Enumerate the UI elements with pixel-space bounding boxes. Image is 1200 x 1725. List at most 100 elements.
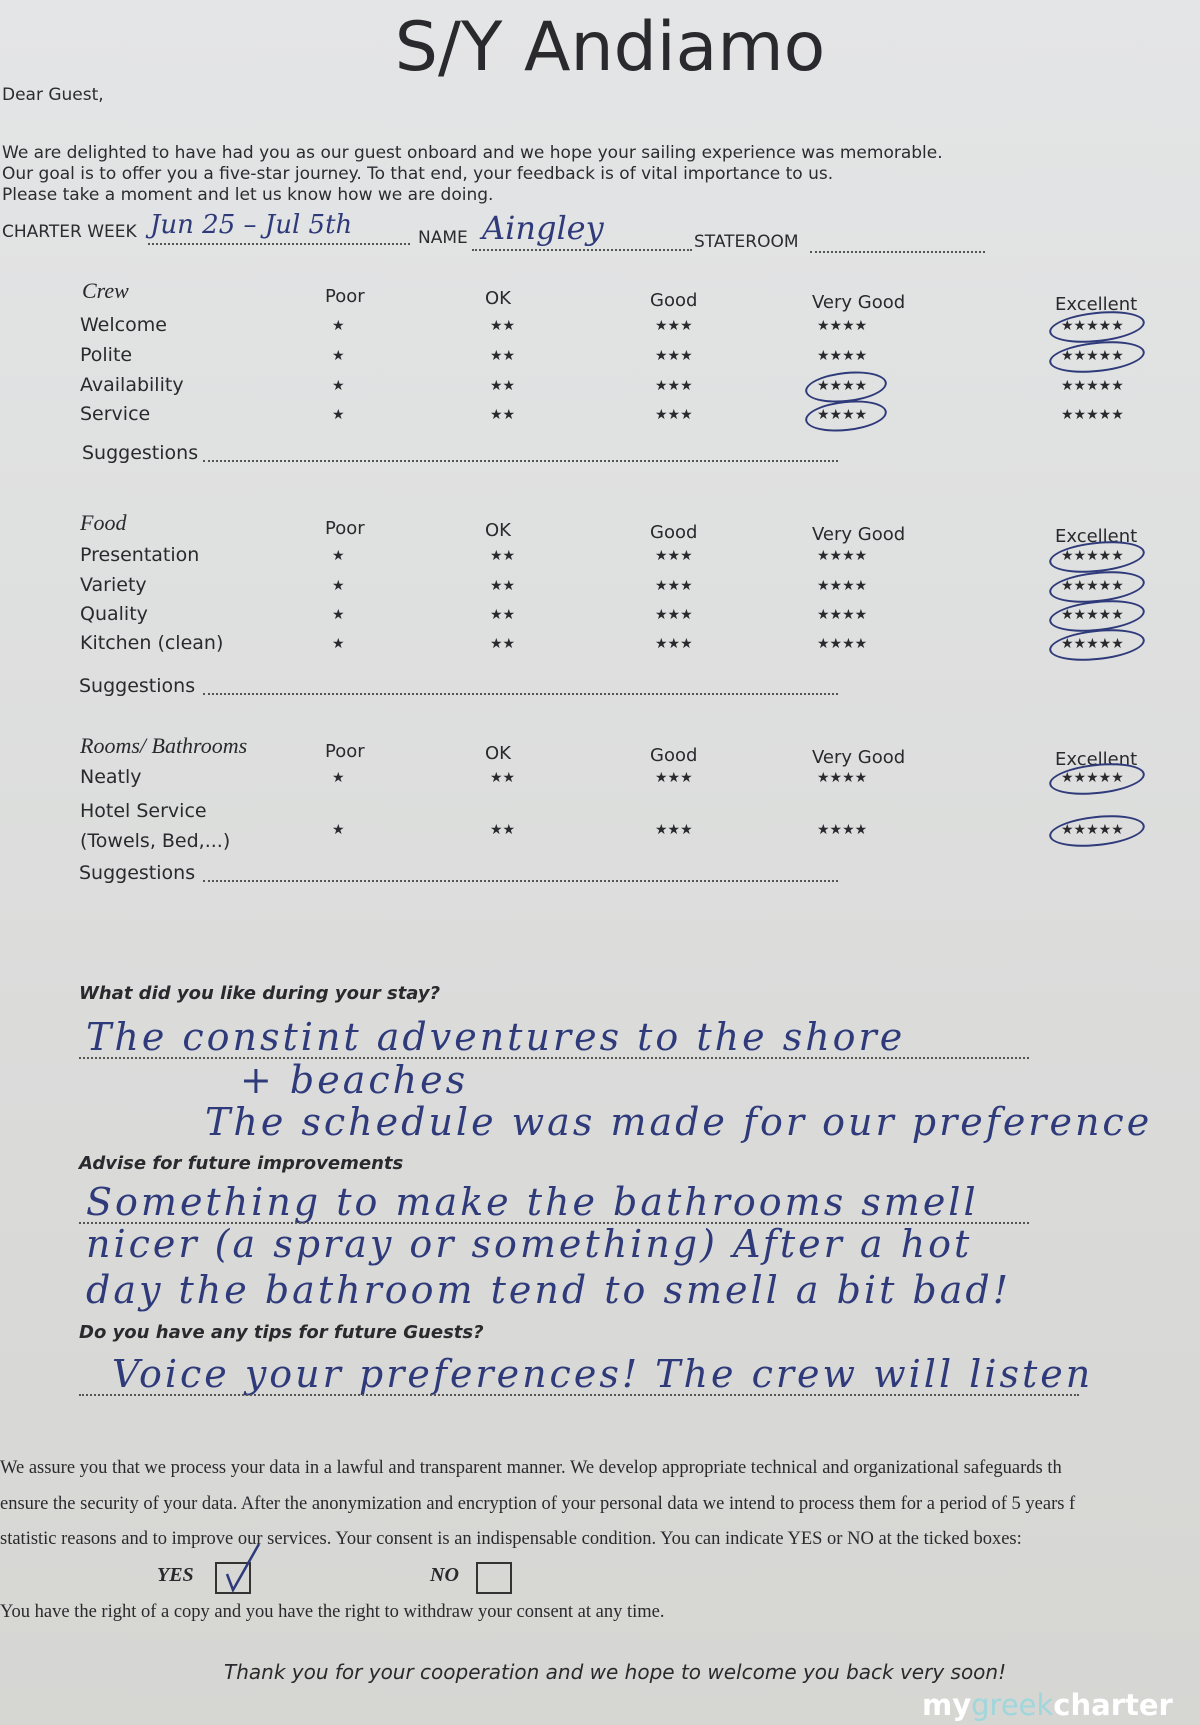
rating-option[interactable]: ★★★ — [655, 318, 693, 334]
rating-option[interactable]: ★★★★★ — [1061, 636, 1124, 652]
column-header-poor: Poor — [325, 518, 365, 539]
rating-option[interactable]: ★★ — [490, 548, 516, 564]
rating-row-label: Variety — [80, 574, 147, 596]
watermark-logo: mygreekcharter — [922, 1688, 1173, 1722]
handwritten-answer[interactable]: Voice your preferences! The crew will li… — [112, 1352, 1094, 1396]
rating-option[interactable]: ★ — [332, 407, 345, 423]
rating-option[interactable]: ★★★★ — [817, 407, 868, 423]
rating-option[interactable]: ★★★★★ — [1061, 407, 1124, 423]
rating-option[interactable]: ★★★★★ — [1061, 348, 1124, 364]
charter-week-label: CHARTER WEEK — [2, 222, 137, 242]
rating-option[interactable]: ★★★ — [655, 636, 693, 652]
rating-option[interactable]: ★★ — [490, 348, 516, 364]
suggestions-field[interactable] — [203, 460, 838, 462]
rating-option[interactable]: ★★★★ — [817, 607, 868, 623]
suggestions-field[interactable] — [203, 880, 838, 882]
rating-option[interactable]: ★★★★★ — [1061, 578, 1124, 594]
rating-option[interactable]: ★★★ — [655, 407, 693, 423]
rating-option[interactable]: ★★ — [490, 407, 516, 423]
rating-option[interactable]: ★★★ — [655, 578, 693, 594]
rating-option[interactable]: ★★★ — [655, 348, 693, 364]
rating-row-label: Hotel Service (Towels, Bed,...) — [80, 800, 231, 852]
rating-option[interactable]: ★★★ — [655, 822, 693, 838]
name-field[interactable]: Aingley — [482, 209, 604, 247]
handwritten-answer[interactable]: nicer (a spray or something) After a hot — [86, 1222, 973, 1266]
handwritten-answer[interactable]: Something to make the bathrooms smell — [86, 1180, 979, 1224]
column-header-very-good: Very Good — [812, 747, 906, 768]
column-header-very-good: Very Good — [812, 292, 906, 313]
handwritten-answer[interactable]: The constint adventures to the shore — [86, 1015, 906, 1059]
suggestions-field[interactable] — [203, 693, 838, 695]
rating-option[interactable]: ★ — [332, 378, 345, 394]
intro-line: Our goal is to offer you a five-star jou… — [2, 164, 834, 184]
page-title: S/Y Andiamo — [394, 8, 826, 87]
rating-option[interactable]: ★★ — [490, 607, 516, 623]
rating-row-label: Polite — [80, 344, 133, 366]
rating-option[interactable]: ★★★★★ — [1061, 548, 1124, 564]
suggestions-label: Suggestions — [82, 442, 199, 464]
rating-option[interactable]: ★★★★ — [817, 636, 868, 652]
column-header-very-good: Very Good — [812, 524, 906, 545]
rating-option[interactable]: ★★★★ — [817, 548, 868, 564]
rating-option[interactable]: ★★★★ — [817, 578, 868, 594]
handwritten-answer[interactable]: day the bathroom tend to smell a bit bad… — [86, 1268, 1012, 1312]
rating-option[interactable]: ★★★★ — [817, 318, 868, 334]
suggestions-label: Suggestions — [79, 675, 196, 697]
rating-row-label: Kitchen (clean) — [80, 632, 224, 654]
rating-option[interactable]: ★ — [332, 822, 345, 838]
rating-option[interactable]: ★★★★★ — [1061, 822, 1124, 838]
handwritten-answer[interactable]: + beaches — [240, 1058, 469, 1102]
rating-option[interactable]: ★ — [332, 318, 345, 334]
rating-option[interactable]: ★★ — [490, 770, 516, 786]
rating-option[interactable]: ★ — [332, 548, 345, 564]
rating-option[interactable]: ★★ — [490, 636, 516, 652]
yes-label: YES — [157, 1564, 194, 1586]
rating-option[interactable]: ★★ — [490, 378, 516, 394]
consent-rights: You have the right of a copy and you hav… — [0, 1602, 665, 1622]
rating-option[interactable]: ★★★★★ — [1061, 770, 1124, 786]
checkmark-icon — [225, 1543, 261, 1593]
privacy-text: ensure the security of your data. After … — [0, 1494, 1076, 1514]
column-header-ok: OK — [485, 288, 511, 309]
column-header-ok: OK — [485, 520, 511, 541]
rating-option[interactable]: ★★★ — [655, 378, 693, 394]
suggestions-label: Suggestions — [79, 862, 196, 884]
yes-checkbox[interactable] — [215, 1543, 261, 1594]
rating-option[interactable]: ★★★★ — [817, 348, 868, 364]
charter-week-field[interactable]: Jun 25 – Jul 5th — [150, 210, 353, 240]
column-header-excellent: Excellent — [1055, 526, 1138, 547]
rating-option[interactable]: ★★★ — [655, 770, 693, 786]
rating-option[interactable]: ★ — [332, 348, 345, 364]
rating-option[interactable]: ★★★★★ — [1061, 607, 1124, 623]
column-header-good: Good — [650, 745, 698, 766]
rating-option[interactable]: ★★★★★ — [1061, 318, 1124, 334]
column-header-poor: Poor — [325, 286, 365, 307]
rating-option[interactable]: ★★ — [490, 578, 516, 594]
stateroom-label: STATEROOM — [694, 232, 799, 252]
intro-line: We are delighted to have had you as our … — [2, 143, 943, 163]
handwritten-answer[interactable]: The schedule was made for our preference — [205, 1100, 1153, 1144]
rating-option[interactable]: ★★★★ — [817, 378, 868, 394]
rating-option[interactable]: ★★★ — [655, 548, 693, 564]
rating-option[interactable]: ★★★ — [655, 607, 693, 623]
rating-option[interactable]: ★ — [332, 607, 345, 623]
no-checkbox[interactable] — [476, 1562, 512, 1594]
no-label: NO — [430, 1564, 459, 1586]
closing-message: Thank you for your cooperation and we ho… — [224, 1660, 1007, 1684]
rating-option[interactable]: ★★ — [490, 822, 516, 838]
rating-option[interactable]: ★★★★ — [817, 822, 868, 838]
section-title: Crew — [82, 278, 129, 303]
rating-option[interactable]: ★ — [332, 636, 345, 652]
column-header-excellent: Excellent — [1055, 294, 1138, 315]
privacy-text: statistic reasons and to improve our ser… — [0, 1529, 1022, 1549]
rating-row-label: Welcome — [80, 314, 167, 336]
question-label: Do you have any tips for future Guests? — [79, 1322, 484, 1343]
rating-option[interactable]: ★ — [332, 770, 345, 786]
rating-option[interactable]: ★ — [332, 578, 345, 594]
column-header-good: Good — [650, 290, 698, 311]
rating-option[interactable]: ★★★★ — [817, 770, 868, 786]
rating-row-label: Quality — [80, 603, 148, 625]
rating-option[interactable]: ★★★★★ — [1061, 378, 1124, 394]
rating-option[interactable]: ★★ — [490, 318, 516, 334]
